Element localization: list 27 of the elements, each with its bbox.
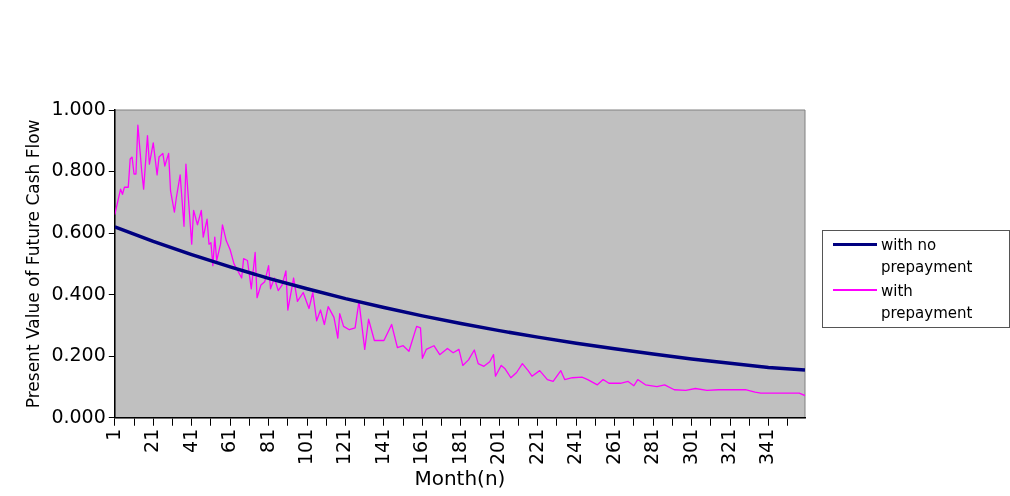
y-axis-title: Present Value of Future Cash Flow bbox=[22, 119, 43, 409]
x-tick-label: 221 bbox=[524, 428, 547, 465]
x-tick-label: 1 bbox=[101, 428, 124, 441]
x-tick-label: 321 bbox=[716, 428, 739, 465]
x-axis-title: Month(n) bbox=[414, 466, 506, 491]
x-tick-label: 61 bbox=[217, 428, 240, 453]
x-tick-label: 341 bbox=[755, 428, 778, 465]
x-tick-label: 141 bbox=[370, 428, 393, 465]
x-tick-label: 81 bbox=[255, 428, 278, 453]
x-tick-label: 41 bbox=[178, 428, 201, 453]
x-tick-label: 301 bbox=[678, 428, 701, 465]
x-tick-label: 261 bbox=[601, 428, 624, 465]
y-tick-label: 0.200 bbox=[51, 343, 106, 366]
x-tick-label: 181 bbox=[447, 428, 470, 465]
legend-label: with prepayment bbox=[881, 281, 974, 324]
y-tick-label: 0.800 bbox=[51, 158, 106, 181]
x-tick-label: 121 bbox=[332, 428, 355, 465]
x-tick-label: 161 bbox=[409, 428, 432, 465]
y-tick-label: 0.600 bbox=[51, 220, 106, 243]
x-tick-label: 281 bbox=[640, 428, 663, 465]
x-tick-label: 241 bbox=[563, 428, 586, 465]
x-tick-label: 201 bbox=[486, 428, 509, 465]
y-tick-label: 0.400 bbox=[51, 281, 106, 304]
x-tick-label: 21 bbox=[140, 428, 163, 453]
y-tick-label: 0.000 bbox=[51, 404, 106, 427]
y-tick-label: 1.000 bbox=[51, 96, 106, 119]
x-tick-label: 101 bbox=[293, 428, 316, 465]
